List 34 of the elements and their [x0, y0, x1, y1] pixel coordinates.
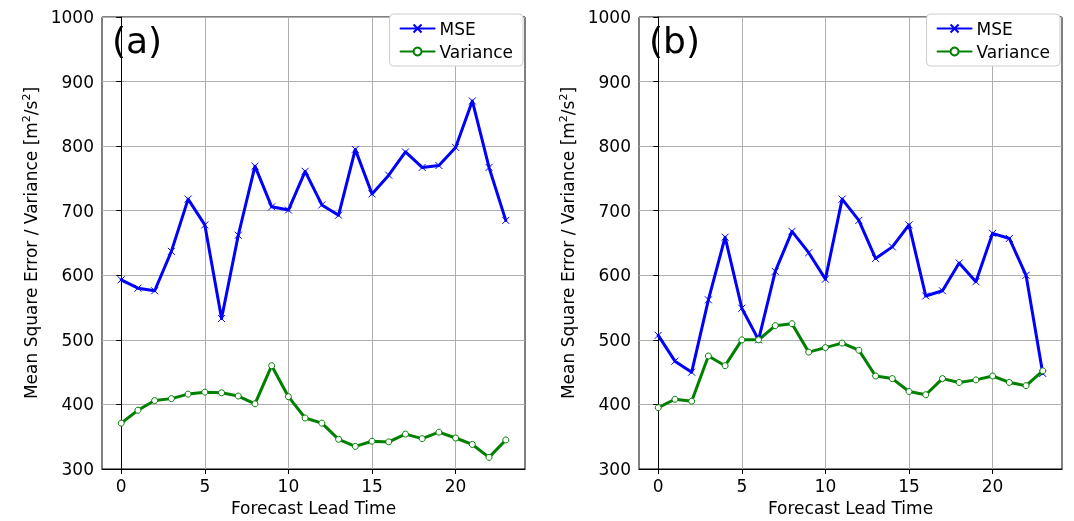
legend-label: Variance [439, 41, 513, 62]
x-tick-label: 10 [814, 475, 837, 496]
y-tick-label: 300 [598, 459, 631, 479]
y-tick-label: 400 [61, 394, 94, 415]
y-tick-label: 500 [61, 329, 94, 350]
y-axis-title: Mean Square Error / Variance [m2/s2] [20, 86, 41, 400]
y-tick-label: 700 [598, 200, 631, 221]
x-tick-label: 10 [277, 475, 300, 496]
x-tick-label: 0 [115, 475, 127, 496]
y-tick-label: 600 [598, 265, 631, 286]
legend-label: MSE [976, 18, 1013, 39]
x-tick-label: 0 [652, 475, 664, 496]
x-tick-label: 20 [981, 475, 1004, 496]
y-tick-label: 400 [598, 394, 631, 415]
y-tick-label: 1000 [587, 7, 631, 27]
x-axis-title: Forecast Lead Time [230, 497, 397, 518]
y-tick-label: 500 [598, 329, 631, 350]
x-axis-title: Forecast Lead Time [767, 497, 934, 518]
x-tick-label: 20 [444, 475, 467, 496]
x-tick-label: 5 [199, 475, 211, 496]
y-tick-label: 700 [61, 200, 94, 221]
x-tick-label: 15 [898, 475, 920, 496]
x-tick-label: 5 [736, 475, 748, 496]
y-tick-label: 800 [61, 136, 94, 157]
y-tick-label: 1000 [50, 7, 94, 27]
y-tick-label: 900 [61, 71, 94, 92]
y-tick-label: 900 [598, 71, 631, 92]
x-tick-label: 15 [361, 475, 383, 496]
y-tick-label: 600 [61, 265, 94, 286]
legend-label: MSE [439, 18, 476, 39]
y-tick-label: 300 [61, 459, 94, 479]
y-axis-title: Mean Square Error / Variance [m2/s2] [557, 86, 578, 400]
y-tick-label: 800 [598, 136, 631, 157]
legend-label: Variance [976, 41, 1050, 62]
